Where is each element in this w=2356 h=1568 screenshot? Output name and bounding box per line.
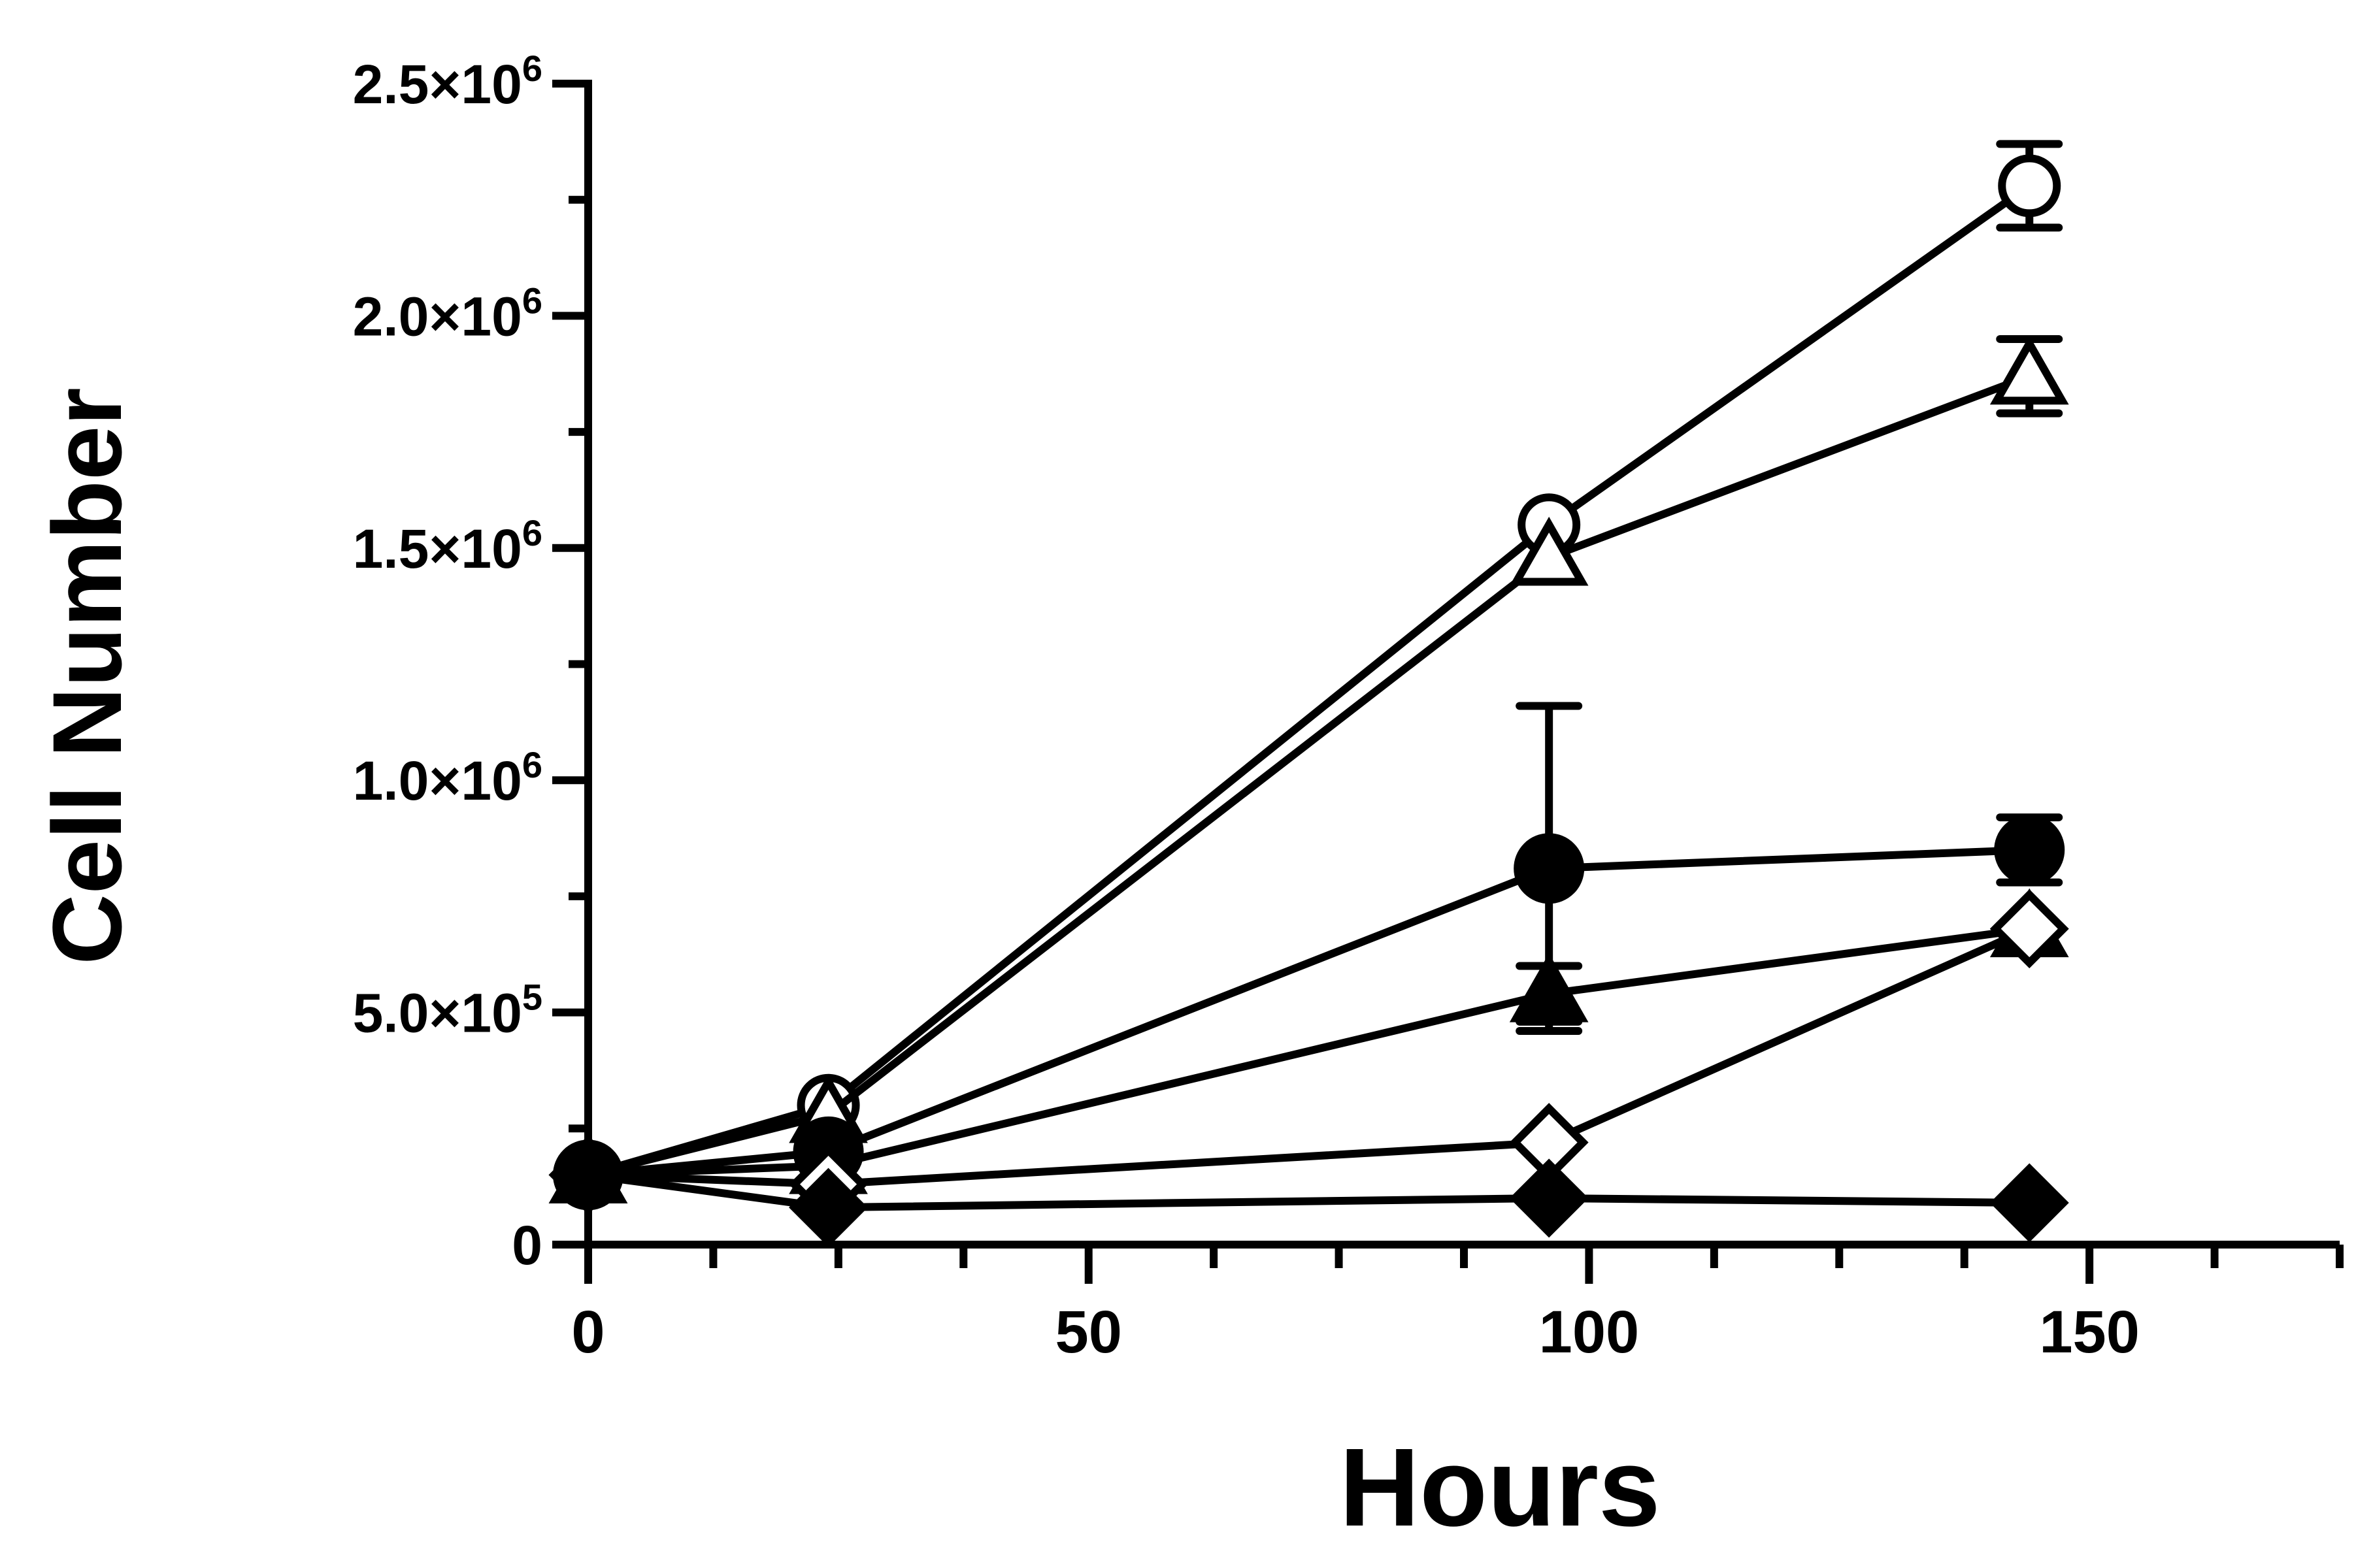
open-triangle-point: [1989, 335, 2069, 405]
series-line: [588, 924, 2031, 1179]
open-circle-point: [1998, 154, 2061, 218]
x-tick-label: 0: [571, 1299, 605, 1365]
filled-diamond-point: [1989, 1163, 2069, 1243]
open-diamond-point: [1989, 889, 2069, 969]
y-tick-label-mantissa: 5.0×10: [353, 983, 522, 1044]
filled-circle-point: [1514, 833, 1585, 904]
filled-diamond-point: [548, 1135, 628, 1215]
series-line: [587, 182, 2032, 1179]
x-axis-title: Hours: [1339, 1426, 1660, 1550]
series-filled-diamond: [548, 1135, 2069, 1247]
series-line: [588, 925, 2031, 1188]
x-axis-ticks: 0 50 100 150: [571, 1245, 2344, 1365]
y-tick-label: 1.0×106: [353, 744, 542, 811]
filled-diamond-point: [1509, 1158, 1589, 1238]
y-tick-label-exponent: 6: [522, 48, 542, 89]
x-tick-label: 100: [1539, 1299, 1640, 1365]
y-tick-label-mantissa: 2.0×10: [353, 286, 522, 347]
series-open-triangle: [548, 335, 2069, 1203]
y-tick-label-exponent: 5: [522, 977, 542, 1018]
series-line: [587, 372, 2031, 1179]
filled-triangle-point: [1509, 953, 1589, 1022]
filled-circle-point: [1994, 814, 2065, 885]
y-axis-title: Cell Number: [32, 387, 142, 965]
series-open-circle: [557, 140, 2063, 1207]
y-tick-label-mantissa: 2.5×10: [353, 54, 522, 115]
y-tick-label-exponent: 6: [522, 280, 542, 321]
series-line: [588, 1171, 2030, 1212]
y-tick-label: 2.5×106: [353, 48, 542, 115]
x-tick-label: 50: [1055, 1299, 1122, 1365]
y-tick-label-mantissa: 0: [512, 1215, 542, 1276]
plot-area: [548, 140, 2069, 1247]
y-tick-label: 2.0×106: [353, 280, 542, 347]
y-tick-label-exponent: 6: [522, 512, 542, 553]
open-triangle-point: [1509, 516, 1589, 586]
y-tick-label-mantissa: 1.0×10: [353, 750, 522, 811]
y-tick-label: 1.5×106: [353, 512, 542, 580]
x-tick-label: 150: [2039, 1299, 2140, 1365]
filled-diamond-point: [789, 1168, 869, 1247]
y-tick-label: 0: [512, 1215, 542, 1276]
y-tick-label-exponent: 6: [522, 744, 542, 785]
y-tick-label-mantissa: 1.5×10: [353, 518, 522, 580]
y-tick-label: 5.0×105: [353, 977, 542, 1044]
series-line: [588, 845, 2030, 1179]
